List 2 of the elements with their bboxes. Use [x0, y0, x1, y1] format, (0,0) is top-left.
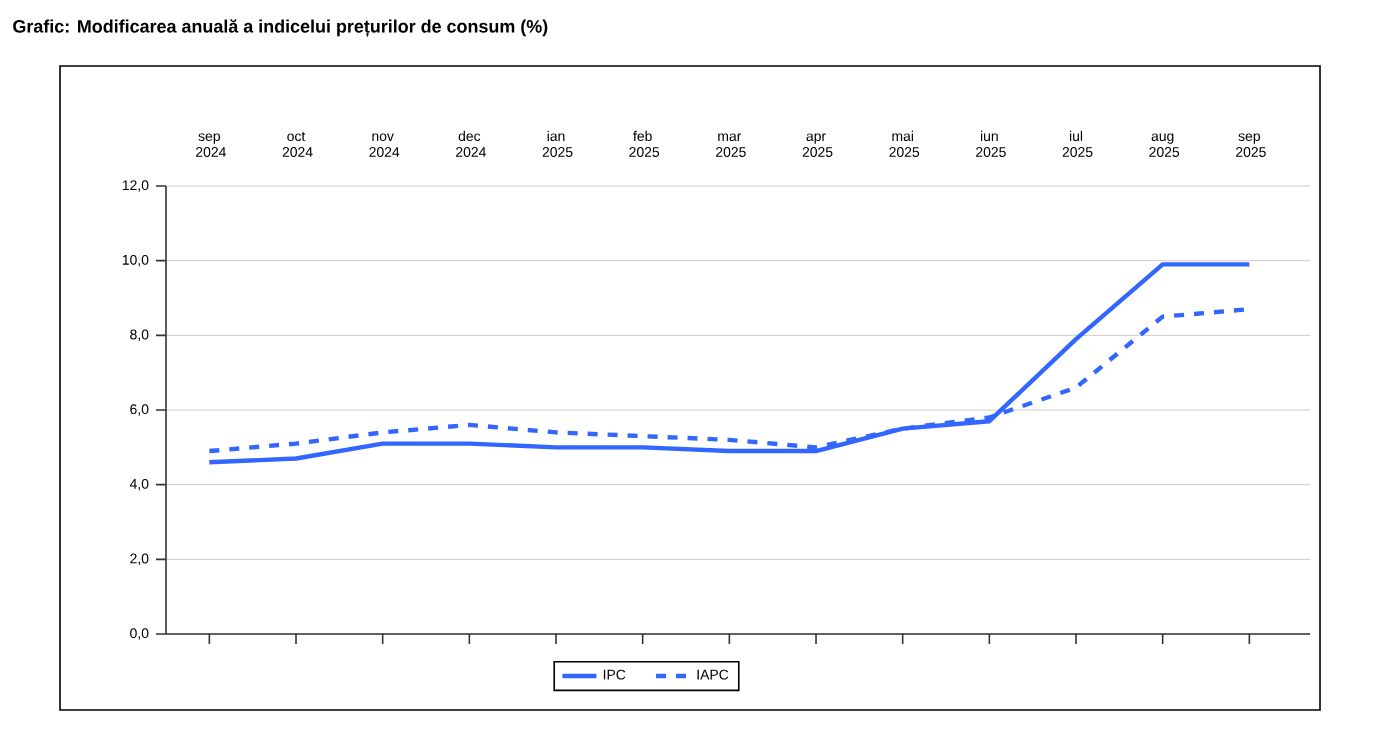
chart-title: Grafic: Modificarea anuală a indicelui prețurilor de consum (%): [13, 19, 548, 37]
line-series: [207, 262, 1252, 465]
